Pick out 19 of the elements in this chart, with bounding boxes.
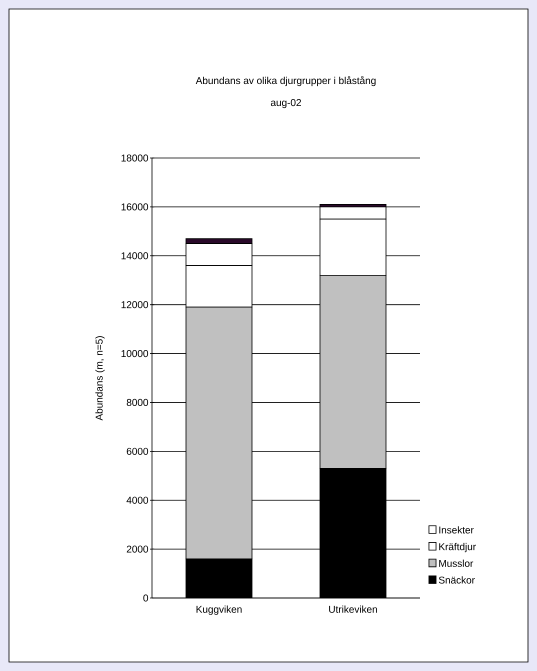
y-tick-label: 0: [143, 594, 148, 602]
y-tick-label: 10000: [122, 350, 148, 358]
y-tick-label: 12000: [122, 301, 148, 308]
chart-subtitle: aug-02: [270, 99, 302, 108]
y-tick-label: 16000: [122, 203, 148, 210]
legend-label: Musslor: [439, 560, 474, 567]
x-tick-label: Kuggviken: [196, 606, 242, 615]
legend-label: Kräftdjur: [439, 542, 476, 552]
y-tick-label: 4000: [126, 496, 148, 504]
y-tick-label: 18000: [122, 154, 148, 162]
x-tick-label: Utrikeviken: [329, 606, 377, 613]
legend-label: Insekter: [439, 526, 474, 534]
y-axis-title: Abundans (m, n=5): [95, 336, 105, 420]
y-tick-label: 6000: [126, 448, 148, 455]
chart-title: Abundans av olika djurgrupper i blåstång: [196, 76, 376, 86]
y-tick-label: 2000: [126, 546, 148, 553]
y-tick-label: 14000: [122, 252, 148, 260]
y-tick-label: 8000: [126, 398, 148, 406]
legend-label: Snäckor: [438, 576, 475, 584]
